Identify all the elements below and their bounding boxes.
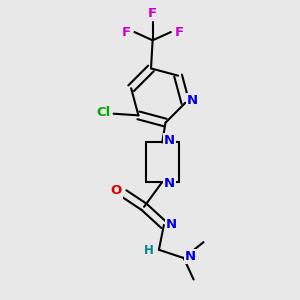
Text: O: O xyxy=(110,184,122,197)
Text: F: F xyxy=(148,8,157,20)
Text: H: H xyxy=(144,244,154,257)
Text: N: N xyxy=(164,177,175,190)
Text: N: N xyxy=(185,250,196,263)
Text: N: N xyxy=(164,134,175,147)
Text: F: F xyxy=(175,26,184,39)
Text: N: N xyxy=(166,218,177,230)
Text: Cl: Cl xyxy=(96,106,110,119)
Text: F: F xyxy=(122,26,131,39)
Text: N: N xyxy=(187,94,198,106)
